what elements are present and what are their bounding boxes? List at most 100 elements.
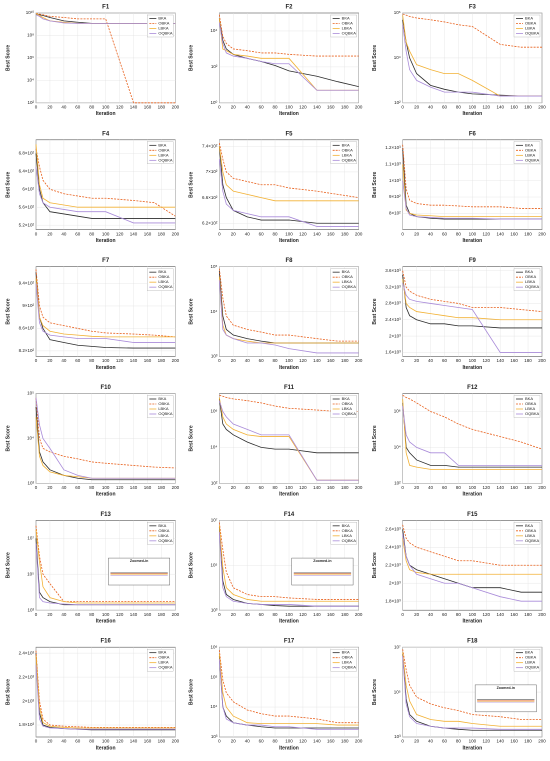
legend-box — [330, 649, 357, 672]
series-line — [402, 533, 542, 602]
y-tick-label: 3.2×10³ — [385, 284, 401, 289]
x-tick-label: 80 — [456, 358, 462, 363]
series-line — [402, 398, 542, 470]
x-tick-label: 0 — [218, 231, 221, 236]
x-tick-label: 200 — [538, 612, 546, 617]
x-axis-label: Iteration — [462, 111, 482, 117]
series-line — [35, 269, 176, 338]
chart: 0 20 40 60 80 100 120 140 160 180 200 5.2×10² 5.6×10… — [5, 131, 179, 244]
series-line — [35, 650, 176, 728]
series-line — [218, 525, 359, 602]
x-tick-label: 80 — [273, 739, 279, 744]
y-tick-label: 8.2×10² — [19, 348, 35, 353]
x-tick-label: 0 — [401, 485, 404, 490]
y-axis-label: Best Score — [5, 425, 11, 451]
legend-label: BKA — [525, 650, 533, 655]
y-tick-label: 10⁶ — [27, 55, 34, 60]
series-line — [402, 524, 542, 566]
x-tick-label: 120 — [299, 105, 307, 110]
series-line — [402, 270, 543, 312]
legend-label: OQBKA — [525, 665, 540, 670]
x-tick-label: 0 — [401, 612, 404, 617]
legend-label: OBKA — [525, 655, 536, 660]
series-line — [402, 649, 542, 720]
series-line — [402, 19, 542, 97]
y-tick-label: 2.2×10³ — [19, 674, 35, 679]
chart-title: F13 — [100, 512, 111, 518]
legend-label: OBKA — [342, 147, 353, 152]
legend-label: OBKA — [158, 528, 169, 533]
x-tick-label: 200 — [172, 612, 180, 617]
x-tick-label: 200 — [172, 485, 180, 490]
x-tick-label: 160 — [510, 105, 518, 110]
y-tick-label: 9.4×10² — [19, 281, 35, 286]
x-tick-label: 20 — [47, 612, 53, 617]
x-tick-label: 100 — [102, 485, 110, 490]
x-tick-label: 180 — [341, 612, 349, 617]
x-tick-label: 0 — [218, 739, 221, 744]
x-tick-label: 180 — [341, 358, 349, 363]
y-tick-label: 10⁶ — [394, 10, 401, 15]
y-tick-label: 2×10³ — [389, 333, 401, 338]
x-axis-label: Iteration — [279, 111, 299, 117]
legend-label: OQBKA — [158, 157, 173, 162]
x-tick-label: 60 — [259, 105, 265, 110]
x-tick-label: 60 — [75, 485, 81, 490]
chart-title: F3 — [469, 5, 477, 11]
legend-label: OQBKA — [342, 665, 357, 670]
series-line — [218, 653, 359, 726]
x-tick-label: 160 — [144, 739, 152, 744]
legend-label: OQBKA — [158, 538, 173, 543]
x-tick-label: 140 — [313, 358, 321, 363]
series-line — [35, 397, 176, 469]
chart-title: F12 — [467, 385, 478, 391]
x-tick-label: 200 — [172, 358, 180, 363]
legend-label: OBKA — [525, 528, 536, 533]
legend-box — [147, 14, 174, 38]
legend-label: LBKA — [342, 279, 353, 284]
x-tick-label: 120 — [299, 739, 307, 744]
x-tick-label: 160 — [327, 485, 335, 490]
legend-box — [147, 649, 174, 672]
y-tick-label: 10⁵ — [210, 264, 217, 269]
y-tick-label: 10⁰ — [211, 100, 218, 105]
x-tick-label: 80 — [89, 485, 95, 490]
x-tick-label: 40 — [245, 231, 251, 236]
y-axis-label: Best Score — [189, 298, 195, 324]
x-tick-label: 20 — [231, 739, 237, 744]
legend-label: BKA — [342, 269, 350, 274]
legend-label: LBKA — [342, 660, 353, 665]
series-line — [218, 268, 359, 342]
chart: 0 20 40 60 80 100 120 140 160 180 200 10³ 10⁴ 10⁵ F10 I… — [5, 385, 179, 498]
x-tick-label: 20 — [414, 612, 420, 617]
series-line — [402, 394, 543, 450]
x-tick-label: 120 — [116, 105, 124, 110]
legend-label: LBKA — [525, 533, 536, 538]
chart-title: F10 — [100, 385, 111, 391]
x-tick-label: 100 — [469, 105, 477, 110]
y-tick-label: 10⁴ — [394, 55, 401, 60]
x-tick-label: 160 — [144, 612, 152, 617]
y-axis-label: Best Score — [189, 425, 195, 451]
x-tick-label: 120 — [116, 612, 124, 617]
legend-label: LBKA — [342, 533, 353, 538]
legend-box — [513, 395, 541, 418]
chart: 0 20 40 60 80 100 120 140 160 180 200 10³ 10⁵ 10⁷ F18 I… — [372, 639, 546, 752]
series-line — [35, 283, 176, 343]
legend-label: OBKA — [158, 655, 169, 660]
y-axis-label: Best Score — [5, 298, 11, 324]
y-tick-label: 10⁷ — [394, 644, 401, 649]
y-tick-label: 10⁴ — [210, 309, 217, 314]
x-tick-label: 40 — [61, 231, 67, 236]
x-tick-label: 200 — [172, 231, 180, 236]
x-tick-label: 60 — [259, 358, 265, 363]
series-line — [218, 656, 359, 729]
chart-title: F15 — [467, 512, 478, 518]
series-line — [218, 146, 359, 202]
y-axis-label: Best Score — [372, 171, 378, 197]
x-tick-label: 140 — [496, 231, 504, 236]
x-tick-label: 160 — [144, 358, 152, 363]
legend-box — [330, 14, 357, 38]
x-tick-label: 40 — [428, 739, 434, 744]
y-tick-label: 5.6×10² — [19, 204, 35, 209]
